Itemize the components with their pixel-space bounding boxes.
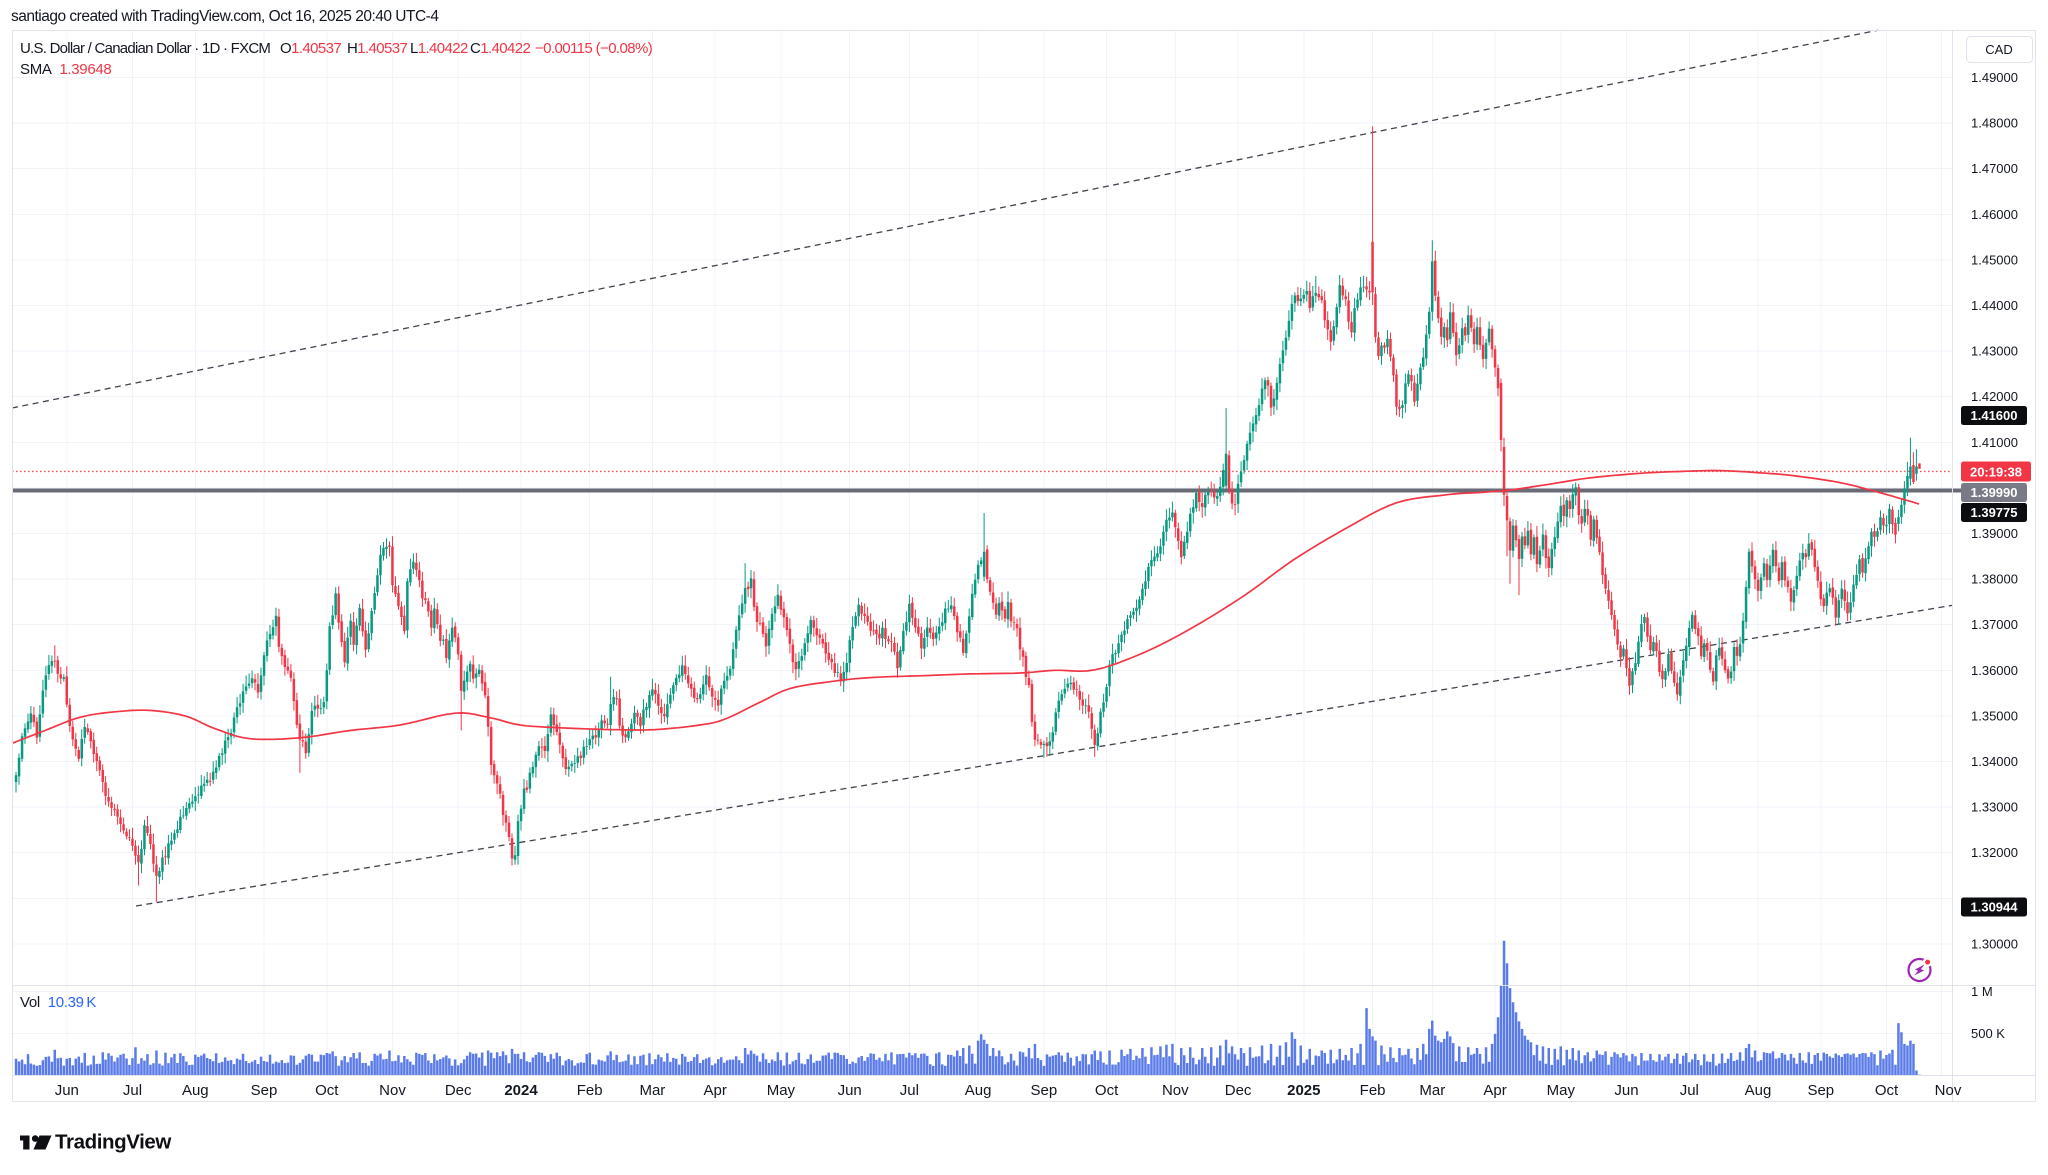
svg-text:1.39000: 1.39000: [1971, 526, 2018, 541]
svg-text:1.30000: 1.30000: [1971, 936, 2018, 951]
svg-text:Mar: Mar: [1419, 1082, 1445, 1099]
svg-text:1 M: 1 M: [1971, 984, 1993, 999]
svg-text:Dec: Dec: [445, 1082, 472, 1099]
svg-text:1.30944: 1.30944: [1971, 900, 2019, 915]
svg-text:CAD: CAD: [1985, 42, 2012, 57]
svg-text:Aug: Aug: [182, 1082, 209, 1099]
svg-text:Nov: Nov: [1162, 1082, 1189, 1099]
svg-text:1.42000: 1.42000: [1971, 389, 2018, 404]
svg-text:1.49000: 1.49000: [1971, 70, 2018, 85]
svg-text:Feb: Feb: [1360, 1082, 1386, 1099]
svg-text:Nov: Nov: [379, 1082, 406, 1099]
svg-text:1.37000: 1.37000: [1971, 617, 2018, 632]
svg-text:1.34000: 1.34000: [1971, 754, 2018, 769]
svg-text:Jun: Jun: [838, 1082, 862, 1099]
svg-text:May: May: [767, 1082, 796, 1099]
svg-text:Dec: Dec: [1225, 1082, 1252, 1099]
svg-text:Aug: Aug: [965, 1082, 992, 1099]
svg-text:Jul: Jul: [123, 1082, 142, 1099]
svg-text:Jun: Jun: [1614, 1082, 1638, 1099]
svg-text:1.32000: 1.32000: [1971, 845, 2018, 860]
svg-text:Sep: Sep: [1031, 1082, 1058, 1099]
svg-text:1.38000: 1.38000: [1971, 572, 2018, 587]
svg-text:Apr: Apr: [1483, 1082, 1506, 1099]
svg-text:Oct: Oct: [1095, 1082, 1119, 1099]
svg-text:1.47000: 1.47000: [1971, 161, 2018, 176]
svg-text:1.35000: 1.35000: [1971, 708, 2018, 723]
svg-text:2025: 2025: [1287, 1082, 1320, 1099]
svg-text:1.43000: 1.43000: [1971, 344, 2018, 359]
svg-text:1.39990: 1.39990: [1971, 485, 2018, 500]
svg-text:1.44000: 1.44000: [1971, 298, 2018, 313]
svg-text:2024: 2024: [504, 1082, 538, 1099]
svg-text:1.33000: 1.33000: [1971, 800, 2018, 815]
svg-text:1.36000: 1.36000: [1971, 663, 2018, 678]
svg-text:Oct: Oct: [315, 1082, 339, 1099]
svg-text:TradingView: TradingView: [55, 1131, 171, 1154]
svg-text:Nov: Nov: [1935, 1082, 1962, 1099]
svg-text:1.41600: 1.41600: [1971, 408, 2018, 423]
svg-text:Sep: Sep: [1807, 1082, 1834, 1099]
svg-text:Mar: Mar: [639, 1082, 665, 1099]
svg-text:Aug: Aug: [1745, 1082, 1772, 1099]
svg-text:1.39775: 1.39775: [1971, 505, 2018, 520]
svg-text:20:19:38: 20:19:38: [1970, 465, 2022, 480]
svg-text:Jun: Jun: [55, 1082, 79, 1099]
svg-text:Jul: Jul: [1680, 1082, 1699, 1099]
svg-text:Feb: Feb: [577, 1082, 603, 1099]
svg-text:1.48000: 1.48000: [1971, 116, 2018, 131]
svg-text:Jul: Jul: [900, 1082, 919, 1099]
svg-text:Sep: Sep: [251, 1082, 278, 1099]
svg-text:1.46000: 1.46000: [1971, 207, 2018, 222]
svg-text:1.45000: 1.45000: [1971, 252, 2018, 267]
svg-text:1.41000: 1.41000: [1971, 435, 2018, 450]
svg-text:Apr: Apr: [704, 1082, 727, 1099]
svg-text:May: May: [1547, 1082, 1576, 1099]
svg-text:500 K: 500 K: [1971, 1026, 2005, 1041]
svg-text:Oct: Oct: [1875, 1082, 1899, 1099]
